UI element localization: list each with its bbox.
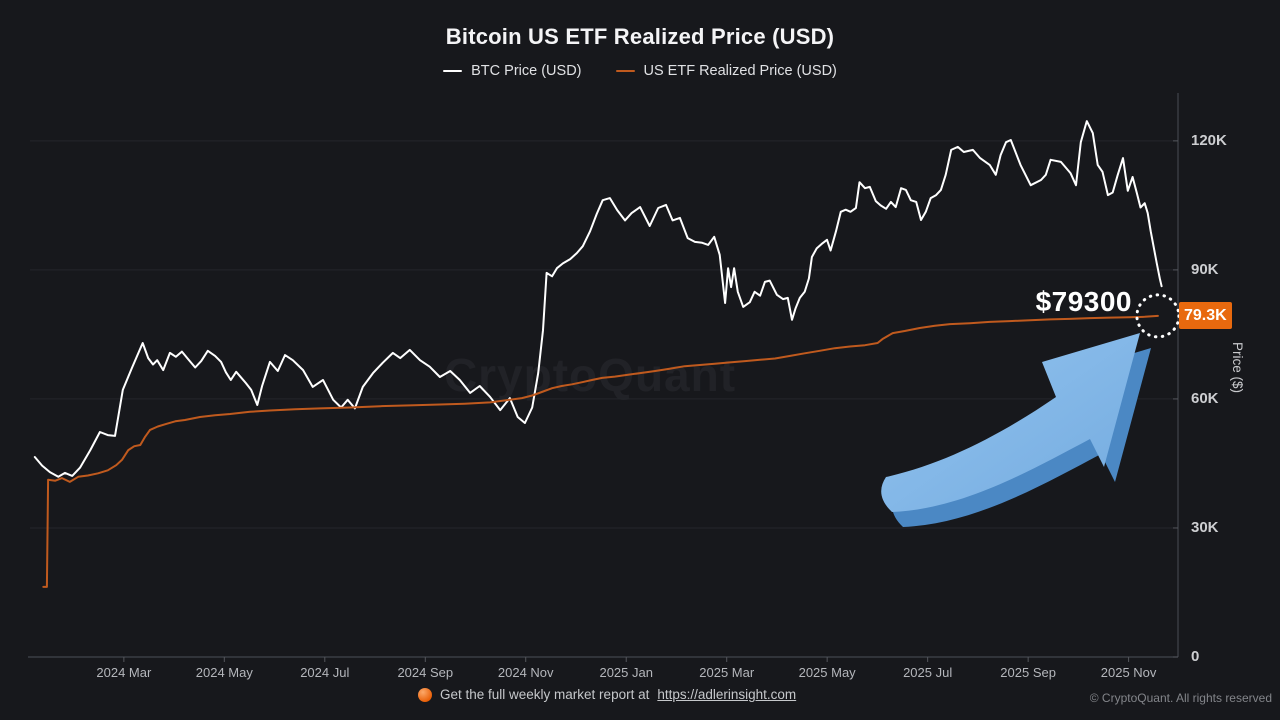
y-tick-label: 60K bbox=[1191, 389, 1219, 407]
legend-item-btc-price[interactable]: BTC Price (USD) bbox=[443, 63, 582, 79]
current-value-badge: 79.3K bbox=[1179, 302, 1232, 329]
x-tick-label: 2024 Sep bbox=[397, 665, 454, 680]
copyright-notice: © CryptoQuant. All rights reserved bbox=[1089, 691, 1272, 705]
us-etf-realized-price-usd--line bbox=[42, 314, 1159, 588]
x-tick-label: 2024 Mar bbox=[96, 665, 152, 680]
x-tick-label: 2024 Jul bbox=[300, 665, 350, 680]
chart-grid bbox=[30, 140, 1178, 529]
x-tick-label: 2025 Jan bbox=[599, 665, 653, 680]
y-axis-title: Price ($) bbox=[1230, 342, 1245, 394]
arrow-front-face bbox=[881, 333, 1140, 512]
report-bullet-icon bbox=[418, 687, 432, 702]
y-tick-label: 120K bbox=[1191, 131, 1227, 149]
report-text: Get the full weekly market report at bbox=[440, 687, 650, 702]
x-tick-label: 2025 Nov bbox=[1100, 665, 1157, 680]
price-callout-label: $79300 bbox=[1035, 286, 1132, 317]
chart-series bbox=[33, 120, 1163, 588]
legend: BTC Price (USD) US ETF Realized Price (U… bbox=[0, 63, 1280, 79]
chart-title: Bitcoin US ETF Realized Price (USD) bbox=[445, 24, 835, 49]
legend-label-etf: US ETF Realized Price (USD) bbox=[643, 63, 837, 79]
btc-price-usd--line bbox=[33, 120, 1163, 478]
x-tick-label: 2025 Sep bbox=[1000, 665, 1056, 680]
highlight-dotted-circle bbox=[1135, 293, 1181, 339]
chart-axes bbox=[28, 93, 1179, 662]
chart-annotations bbox=[1135, 293, 1181, 339]
y-tick-label: 0 bbox=[1191, 648, 1200, 665]
x-tick-label: 2024 May bbox=[195, 665, 253, 680]
y-tick-label: 30K bbox=[1191, 518, 1219, 536]
x-tick-label: 2025 May bbox=[798, 665, 856, 680]
x-tick-label: 2024 Nov bbox=[497, 665, 554, 680]
legend-item-etf-realized-price[interactable]: US ETF Realized Price (USD) bbox=[615, 63, 837, 79]
x-tick-label: 2025 Jul bbox=[903, 665, 953, 680]
btc-line-swatch-icon bbox=[443, 69, 463, 73]
trend-up-arrow-icon bbox=[881, 333, 1151, 527]
y-tick-label: 90K bbox=[1191, 260, 1219, 278]
report-footer: Get the full weekly market report at htt… bbox=[418, 687, 796, 702]
legend-label-btc: BTC Price (USD) bbox=[471, 63, 582, 79]
report-link[interactable]: https://adlerinsight.com bbox=[657, 687, 797, 702]
etf-line-swatch-icon bbox=[615, 69, 635, 73]
x-tick-label: 2025 Mar bbox=[699, 665, 755, 680]
